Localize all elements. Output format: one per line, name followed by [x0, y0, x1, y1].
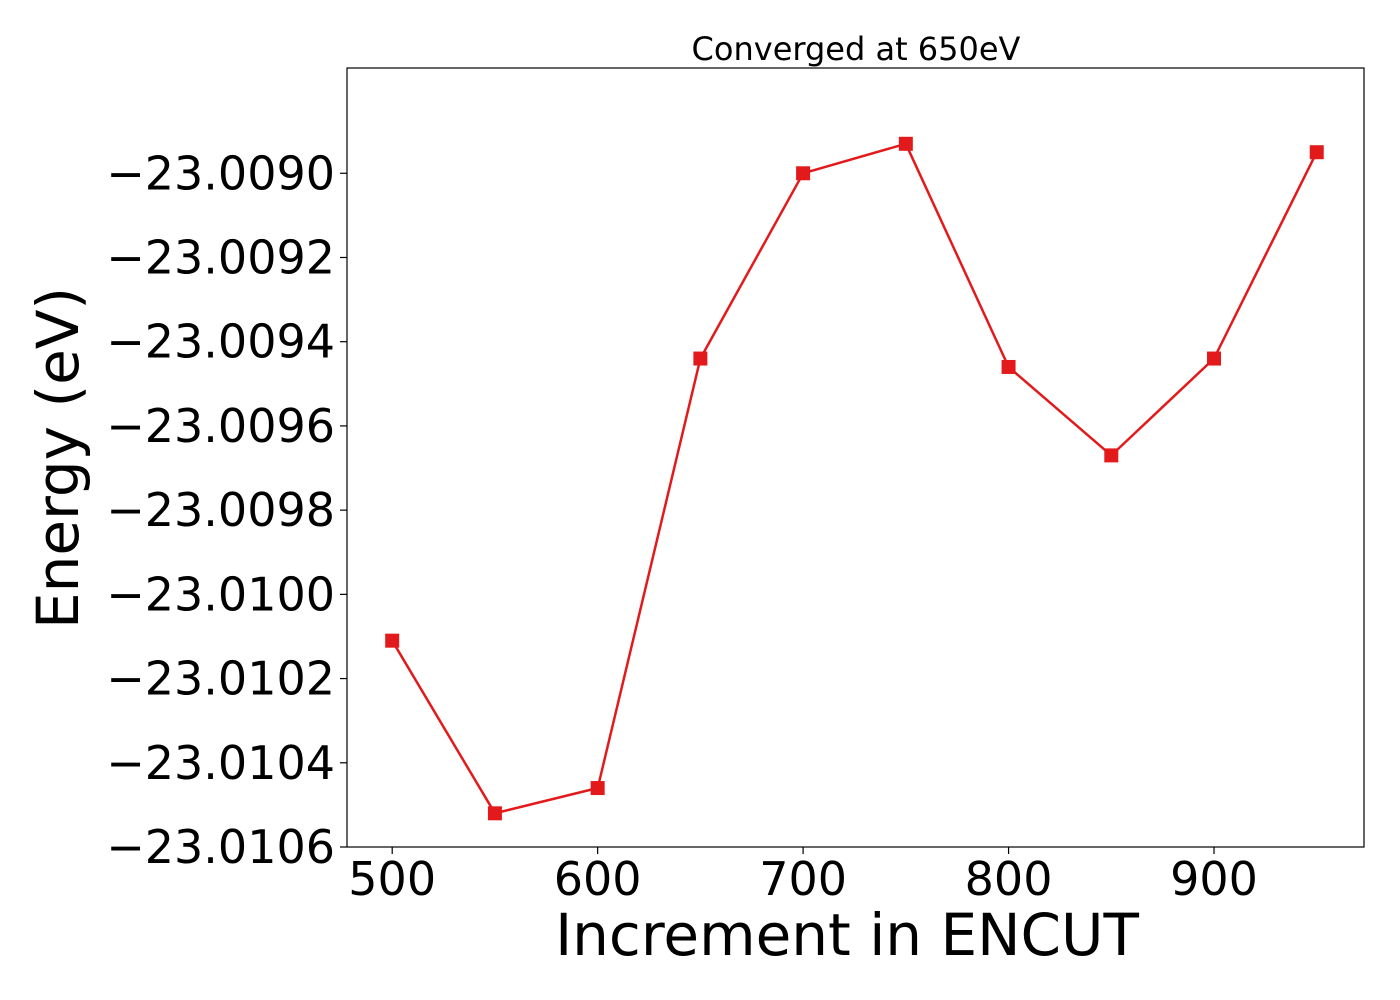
y-tick-label: −23.0092 — [106, 230, 335, 284]
x-tick-label: 800 — [965, 852, 1053, 906]
y-tick-label: −23.0094 — [106, 315, 335, 369]
x-tick-label: 500 — [348, 852, 436, 906]
data-point-marker — [1309, 145, 1324, 160]
data-point-marker — [796, 166, 811, 181]
y-tick-label: −23.0104 — [106, 736, 335, 790]
x-axis-ticks: 500 600 700 800 900 — [348, 847, 1258, 906]
y-tick-label: −23.0090 — [106, 146, 335, 200]
y-tick-label: −23.0098 — [106, 483, 335, 537]
y-axis-title: Energy (eV) — [24, 287, 92, 629]
data-point-marker — [1104, 448, 1119, 463]
data-point-marker — [385, 633, 400, 648]
y-tick-label: −23.0106 — [106, 820, 335, 874]
x-tick-label: 900 — [1170, 852, 1258, 906]
data-point-marker — [487, 806, 502, 821]
series-line — [391, 142, 1318, 815]
y-tick-label: −23.0100 — [106, 567, 335, 621]
x-tick-label: 700 — [759, 852, 847, 906]
data-point-marker — [898, 136, 913, 151]
x-axis-title: Increment in ENCUT — [555, 901, 1139, 969]
plot-frame — [346, 67, 1365, 848]
y-tick-label: −23.0102 — [106, 652, 335, 706]
y-tick-label: −23.0096 — [106, 399, 335, 453]
data-point-marker — [1207, 351, 1222, 366]
data-point-marker — [1001, 359, 1016, 374]
chart-title: Converged at 650eV — [692, 30, 1021, 68]
x-tick-label: 600 — [554, 852, 642, 906]
y-axis-ticks: −23.0090 −23.0092 −23.0094 −23.0096 −23.0098… — [106, 146, 347, 874]
data-point-marker — [590, 781, 605, 796]
data-point-marker — [693, 351, 708, 366]
plot-area — [346, 67, 1365, 848]
